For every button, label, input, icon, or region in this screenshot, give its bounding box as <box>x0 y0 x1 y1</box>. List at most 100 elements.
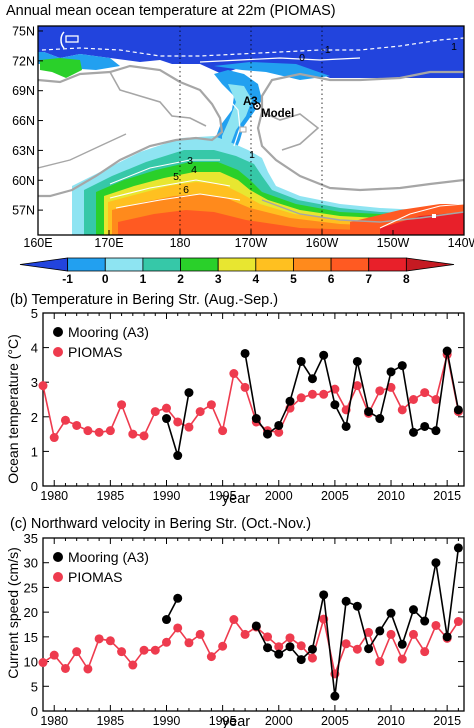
map-x-tick-label: 180 <box>170 236 191 250</box>
c-point-piomas <box>420 647 430 657</box>
c-y-tick-label: 35 <box>24 531 38 546</box>
colorbar-segment <box>217 257 257 272</box>
b-point-mooring-a3 <box>386 367 396 377</box>
c-point-mooring-a3 <box>341 596 351 606</box>
colorbar-segment <box>142 257 181 272</box>
b-point-mooring-a3 <box>364 407 374 417</box>
map-x-tick-label: 150W <box>377 236 410 250</box>
colorbar-tick-label: 6 <box>328 272 335 286</box>
contour-label: 3 <box>187 155 193 167</box>
c-point-piomas <box>296 641 306 651</box>
b-legend-label: PIOMAS <box>68 344 122 360</box>
b-y-tick-label: 2 <box>31 410 38 425</box>
c-point-mooring-a3 <box>319 590 329 600</box>
c-point-piomas <box>128 660 138 670</box>
panel-c-plot: 1980 1985 1990 1995 2000 2005 2010 2015 0 5 10 15 20… <box>24 531 465 728</box>
b-point-mooring-a3 <box>431 426 441 436</box>
map-x-tick-label: 170W <box>235 236 268 250</box>
contour-label: 1 <box>451 41 457 53</box>
b-point-piomas <box>83 426 93 436</box>
colorbar-segment <box>330 257 370 272</box>
inset-arc-icon <box>60 31 65 49</box>
b-legend-marker-mooring-a3 <box>53 327 63 337</box>
c-point-mooring-a3 <box>408 605 418 615</box>
c-point-piomas <box>307 653 317 663</box>
b-point-mooring-a3 <box>420 421 430 431</box>
b-point-piomas <box>184 422 194 432</box>
panel-c-title: (c) Northward velocity in Bering Str. (O… <box>10 516 311 532</box>
contour-label: 1 <box>249 149 255 161</box>
colorbar-tick-label: 3 <box>215 272 222 286</box>
c-point-piomas <box>83 664 93 674</box>
b-legend-marker-piomas <box>53 347 63 357</box>
b-point-piomas <box>49 433 59 443</box>
isotherm-zero <box>199 57 361 63</box>
c-y-tick-label: 30 <box>24 556 38 571</box>
colorbar-segment <box>104 257 144 272</box>
c-point-mooring-a3 <box>386 608 396 618</box>
isotherm-one-chukchi <box>225 95 241 147</box>
c-point-mooring-a3 <box>397 639 407 649</box>
c-point-piomas <box>139 645 149 655</box>
b-y-tick-label: 0 <box>31 479 38 494</box>
c-point-piomas <box>352 644 362 654</box>
siberia-coast <box>38 64 224 198</box>
isotherm-gulf-7 <box>379 203 464 229</box>
b-point-piomas <box>307 389 317 399</box>
c-point-mooring-a3 <box>442 632 452 642</box>
map-x-ticks: 160E 170E 180 170W 160W 150W 140W <box>23 230 474 250</box>
c-legend-label: Mooring (A3) <box>68 549 149 565</box>
c-point-piomas <box>218 641 228 651</box>
c-point-piomas <box>49 650 59 660</box>
b-point-mooring-a3 <box>285 396 295 406</box>
colorbar: -1 0 1 2 3 4 5 6 7 8 <box>19 257 455 286</box>
b-point-mooring-a3 <box>263 429 273 439</box>
c-legend-label: PIOMAS <box>68 569 122 585</box>
c-y-tick-label: 25 <box>24 580 38 595</box>
c-point-piomas <box>285 633 295 643</box>
b-point-piomas <box>139 431 149 441</box>
c-point-piomas <box>386 629 396 639</box>
b-x-tick-label: 1985 <box>96 489 124 503</box>
panel-c-xlabel: year <box>222 714 250 728</box>
c-x-tick-label: 1990 <box>153 714 181 728</box>
b-point-mooring-a3 <box>352 356 362 366</box>
b-point-piomas <box>60 415 70 425</box>
colorbar-segment <box>368 257 407 272</box>
colorbar-segment <box>255 257 294 272</box>
b-point-piomas <box>319 389 329 399</box>
map-y-tick-label: 72N <box>12 54 35 68</box>
c-point-mooring-a3 <box>173 593 183 603</box>
c-point-piomas <box>263 632 273 642</box>
panel-a-map: Annual mean ocean temperature at 22m (PI… <box>6 3 474 286</box>
b-legend-label: Mooring (A3) <box>68 324 149 340</box>
c-point-piomas <box>72 647 82 657</box>
inset-box-icon <box>65 35 79 43</box>
c-point-piomas <box>60 663 70 673</box>
b-point-piomas <box>105 426 115 436</box>
c-point-piomas <box>161 637 171 647</box>
c-legend-marker-piomas <box>53 572 63 582</box>
c-point-piomas <box>431 620 441 630</box>
map-y-tick-label: 66N <box>12 114 35 128</box>
panel-c-ylabel: Current speed (cm/s) <box>5 547 21 678</box>
contour-label: 5 <box>173 171 179 183</box>
c-point-piomas <box>195 629 205 639</box>
siberian-green-water <box>40 58 82 78</box>
map-inset-icon <box>60 31 79 49</box>
b-point-piomas <box>38 381 48 391</box>
b-point-piomas <box>128 429 138 439</box>
b-point-mooring-a3 <box>319 350 329 360</box>
c-point-mooring-a3 <box>420 616 430 626</box>
c-x-tick-label: 2005 <box>321 714 349 728</box>
c-point-mooring-a3 <box>307 644 317 654</box>
isotherm-bering-3 <box>109 159 220 185</box>
c-point-mooring-a3 <box>453 543 463 553</box>
panel-b-ylabel: Ocean temperature (°C) <box>5 334 21 484</box>
b-point-mooring-a3 <box>161 414 171 424</box>
b-x-tick-label: 1990 <box>153 489 181 503</box>
map-x-tick-label: 140W <box>448 236 474 250</box>
b-point-piomas <box>195 407 205 417</box>
